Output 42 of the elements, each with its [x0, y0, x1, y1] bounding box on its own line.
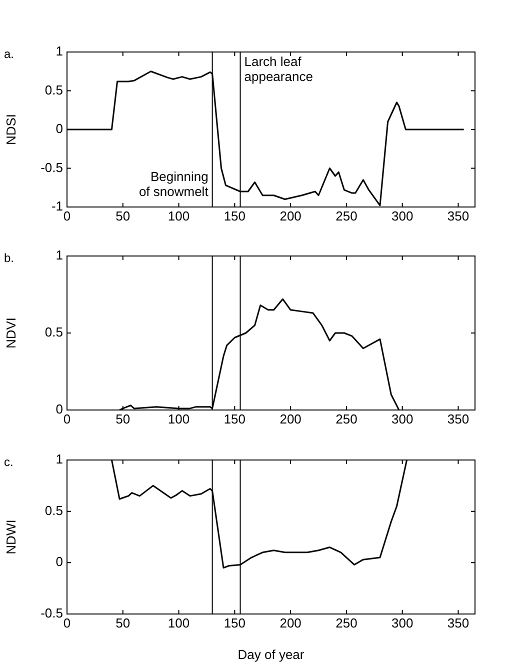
x-tick-label: 200 — [280, 411, 302, 426]
y-tick-label: -0.5 — [40, 160, 63, 175]
y-tick-label: -1 — [51, 198, 63, 214]
x-tick-label: 150 — [224, 411, 246, 426]
x-tick-label: 50 — [116, 208, 130, 224]
y-tick-label: 0.5 — [44, 82, 63, 98]
y-tick-label: 0 — [56, 402, 63, 417]
y-tick-label: 1 — [56, 248, 63, 263]
chart-title: a. — [4, 47, 14, 61]
y-tick-label: 1 — [56, 44, 63, 59]
x-tick-label: 300 — [391, 411, 414, 426]
x-tick-label: 150 — [224, 208, 246, 224]
x-tick-label: 50 — [116, 411, 130, 426]
y-tick-label: 0.5 — [44, 324, 63, 340]
y-tick-label: 0 — [56, 121, 63, 136]
ref-line-label: Beginning of snowmelt — [138, 169, 209, 199]
y-tick-label: 1 — [56, 452, 63, 467]
x-tick-label: 250 — [336, 615, 358, 630]
y-axis-title: NDWI — [3, 520, 18, 554]
x-tick-label: 350 — [447, 411, 470, 426]
x-tick-label: 250 — [336, 208, 358, 224]
x-tick-label: 350 — [447, 208, 470, 224]
y-tick-label: 0 — [56, 554, 63, 570]
x-tick-label: 200 — [280, 615, 302, 630]
x-tick-label: 250 — [336, 411, 358, 426]
chart-title: c. — [4, 455, 14, 469]
x-tick-label: 100 — [168, 411, 190, 426]
y-axis-title: NDVI — [3, 317, 18, 349]
ref-line-label: Larch leaf appearance — [244, 54, 313, 84]
x-tick-label: 100 — [168, 615, 190, 630]
x-tick-label: 150 — [224, 615, 246, 630]
x-tick-label: 200 — [280, 208, 302, 224]
x-tick-label: 50 — [116, 615, 130, 630]
x-tick-label: 100 — [168, 208, 190, 224]
y-tick-label: -0.5 — [40, 606, 63, 621]
y-axis-title: NDSI — [3, 114, 18, 146]
x-axis-title: Day of year — [238, 646, 305, 662]
x-tick-label: 300 — [391, 208, 414, 224]
y-tick-label: 0.5 — [44, 502, 63, 518]
x-tick-label: 300 — [391, 615, 414, 630]
chart-title: b. — [4, 251, 14, 265]
x-tick-label: 350 — [447, 615, 470, 630]
